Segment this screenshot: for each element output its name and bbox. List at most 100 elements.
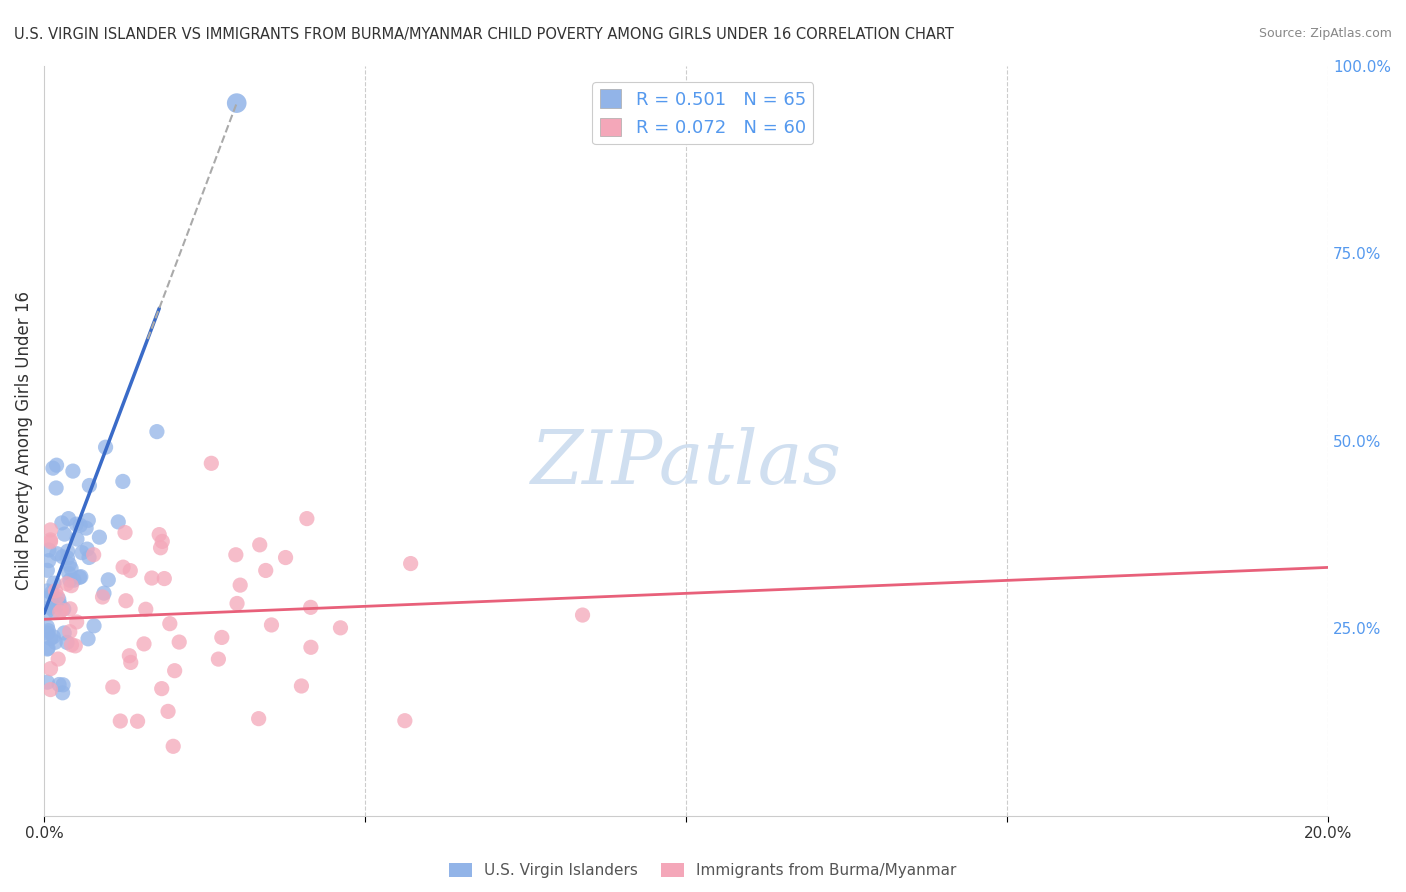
Point	[37, 563, 59, 577]
Point	[135, 602, 157, 616]
Point	[37, 624, 59, 638]
Point	[39, 682, 62, 697]
Point	[42, 461, 65, 475]
Point	[299, 600, 322, 615]
Point	[79, 478, 101, 492]
Point	[59, 624, 82, 639]
Point	[56, 544, 79, 558]
Point	[41, 586, 63, 600]
Point	[290, 679, 312, 693]
Point	[112, 560, 135, 574]
Point	[51, 516, 73, 530]
Point	[75, 521, 97, 535]
Point	[77, 632, 100, 646]
Point	[60, 638, 83, 652]
Point	[226, 597, 249, 611]
Point	[44, 635, 66, 649]
Point	[66, 532, 89, 546]
Point	[48, 592, 70, 607]
Point	[39, 662, 62, 676]
Point	[45, 481, 67, 495]
Point	[571, 608, 593, 623]
Point	[37, 626, 59, 640]
Point	[38, 543, 60, 558]
Point	[39, 523, 62, 537]
Point	[39, 632, 62, 646]
Point	[141, 571, 163, 585]
Point	[37, 604, 59, 618]
Point	[167, 635, 190, 649]
Point	[149, 541, 172, 555]
Point	[37, 675, 59, 690]
Point	[111, 475, 134, 489]
Point	[42, 630, 65, 644]
Point	[229, 578, 252, 592]
Point	[65, 639, 87, 653]
Point	[89, 530, 111, 544]
Point	[51, 603, 73, 617]
Point	[62, 573, 84, 587]
Point	[118, 648, 141, 663]
Point	[120, 564, 142, 578]
Point	[39, 533, 62, 547]
Point	[83, 619, 105, 633]
Point	[56, 550, 79, 565]
Point	[52, 678, 75, 692]
Point	[97, 573, 120, 587]
Point	[225, 96, 247, 111]
Point	[150, 681, 173, 696]
Point	[249, 538, 271, 552]
Legend: U.S. Virgin Islanders, Immigrants from Burma/Myanmar: U.S. Virgin Islanders, Immigrants from B…	[443, 857, 963, 884]
Point	[157, 705, 180, 719]
Point	[66, 615, 89, 629]
Point	[211, 631, 233, 645]
Point	[51, 549, 73, 564]
Point	[42, 598, 65, 612]
Point	[37, 641, 59, 656]
Point	[38, 554, 60, 568]
Point	[46, 652, 69, 666]
Point	[153, 572, 176, 586]
Point	[56, 576, 79, 591]
Point	[83, 548, 105, 562]
Point	[115, 593, 138, 607]
Point	[114, 525, 136, 540]
Point	[247, 712, 270, 726]
Point	[254, 564, 277, 578]
Point	[65, 517, 87, 532]
Point	[69, 518, 91, 533]
Point	[163, 664, 186, 678]
Point	[48, 677, 70, 691]
Point	[59, 573, 82, 587]
Point	[94, 440, 117, 454]
Point	[132, 637, 155, 651]
Point	[60, 561, 83, 575]
Point	[52, 602, 75, 616]
Point	[53, 626, 76, 640]
Point	[110, 714, 132, 728]
Point	[159, 616, 181, 631]
Point	[58, 511, 80, 525]
Point	[274, 550, 297, 565]
Point	[91, 590, 114, 604]
Point	[162, 739, 184, 754]
Point	[225, 548, 247, 562]
Point	[37, 642, 59, 657]
Point	[60, 579, 83, 593]
Point	[48, 605, 70, 619]
Point	[150, 534, 173, 549]
Point	[39, 534, 62, 549]
Point	[37, 583, 59, 598]
Point	[52, 686, 75, 700]
Point	[295, 511, 318, 525]
Point	[399, 557, 422, 571]
Point	[127, 714, 149, 729]
Text: ZIPatlas: ZIPatlas	[530, 427, 842, 500]
Text: U.S. VIRGIN ISLANDER VS IMMIGRANTS FROM BURMA/MYANMAR CHILD POVERTY AMONG GIRLS : U.S. VIRGIN ISLANDER VS IMMIGRANTS FROM …	[14, 27, 953, 42]
Point	[46, 590, 69, 604]
Point	[56, 635, 79, 649]
Point	[76, 542, 98, 557]
Text: Source: ZipAtlas.com: Source: ZipAtlas.com	[1258, 27, 1392, 40]
Point	[70, 546, 93, 560]
Point	[58, 566, 80, 581]
